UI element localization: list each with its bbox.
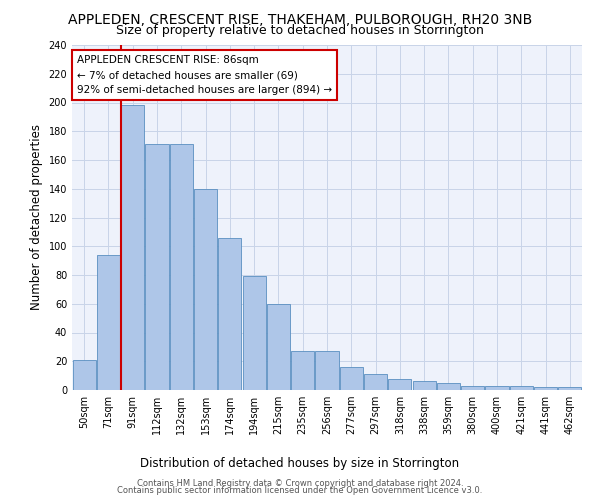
Text: APPLEDEN CRESCENT RISE: 86sqm
← 7% of detached houses are smaller (69)
92% of se: APPLEDEN CRESCENT RISE: 86sqm ← 7% of de… (77, 56, 332, 95)
Bar (437, 383, 460, 390)
Y-axis label: Number of detached properties: Number of detached properties (30, 124, 43, 310)
Bar (73, 360, 95, 390)
Bar (413, 382, 436, 390)
Bar (170, 144, 193, 390)
Bar (510, 386, 533, 390)
Bar (388, 378, 412, 390)
Text: Contains HM Land Registry data © Crown copyright and database right 2024.: Contains HM Land Registry data © Crown c… (137, 478, 463, 488)
Bar (364, 374, 387, 390)
Bar (242, 276, 266, 390)
Bar (267, 304, 290, 390)
Bar (485, 386, 509, 390)
Text: APPLEDEN, CRESCENT RISE, THAKEHAM, PULBOROUGH, RH20 3NB: APPLEDEN, CRESCENT RISE, THAKEHAM, PULBO… (68, 12, 532, 26)
Bar (534, 387, 557, 390)
Bar (218, 238, 241, 390)
Bar (316, 351, 338, 390)
Text: Size of property relative to detached houses in Storrington: Size of property relative to detached ho… (116, 24, 484, 37)
Text: Contains public sector information licensed under the Open Government Licence v3: Contains public sector information licen… (118, 486, 482, 495)
Bar (121, 106, 144, 390)
Bar (194, 188, 217, 390)
Bar (145, 144, 169, 390)
Text: Distribution of detached houses by size in Storrington: Distribution of detached houses by size … (140, 458, 460, 470)
Bar (291, 351, 314, 390)
Bar (340, 367, 363, 390)
Bar (97, 255, 120, 390)
Bar (461, 386, 484, 390)
Bar (559, 387, 581, 390)
